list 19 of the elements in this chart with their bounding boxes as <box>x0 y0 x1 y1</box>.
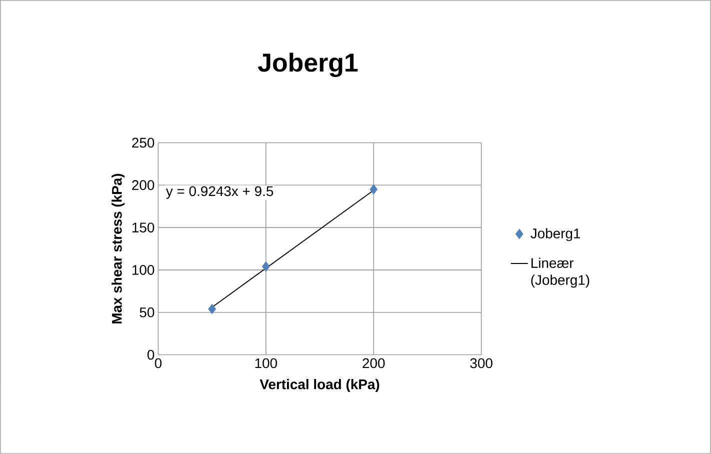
y-tick-label: 200 <box>132 180 154 190</box>
x-tick-label: 100 <box>255 358 278 368</box>
point <box>370 184 378 195</box>
y-tick-label: 50 <box>140 307 154 318</box>
y-axis-title: Max shear stress (kPa) <box>112 174 125 324</box>
y-tick-label: 150 <box>132 222 154 233</box>
annotation: y = 0.9243x + 9.5 <box>166 186 274 199</box>
y-tick-label: 250 <box>132 138 154 148</box>
x-tick-label: 200 <box>362 358 385 368</box>
legend-label: Joberg1 <box>530 228 580 242</box>
point <box>208 304 216 314</box>
chart-title: Joberg1 <box>258 52 358 78</box>
point <box>262 261 270 272</box>
x-axis-title: Vertical load (kPa) <box>260 379 380 392</box>
legend-label: Lineær (Joberg1) <box>531 258 590 288</box>
x-tick-label: 0 <box>154 358 162 368</box>
y-tick-label: 0 <box>147 350 154 360</box>
y-tick-label: 100 <box>132 265 154 275</box>
x-tick-label: 300 <box>470 358 492 368</box>
